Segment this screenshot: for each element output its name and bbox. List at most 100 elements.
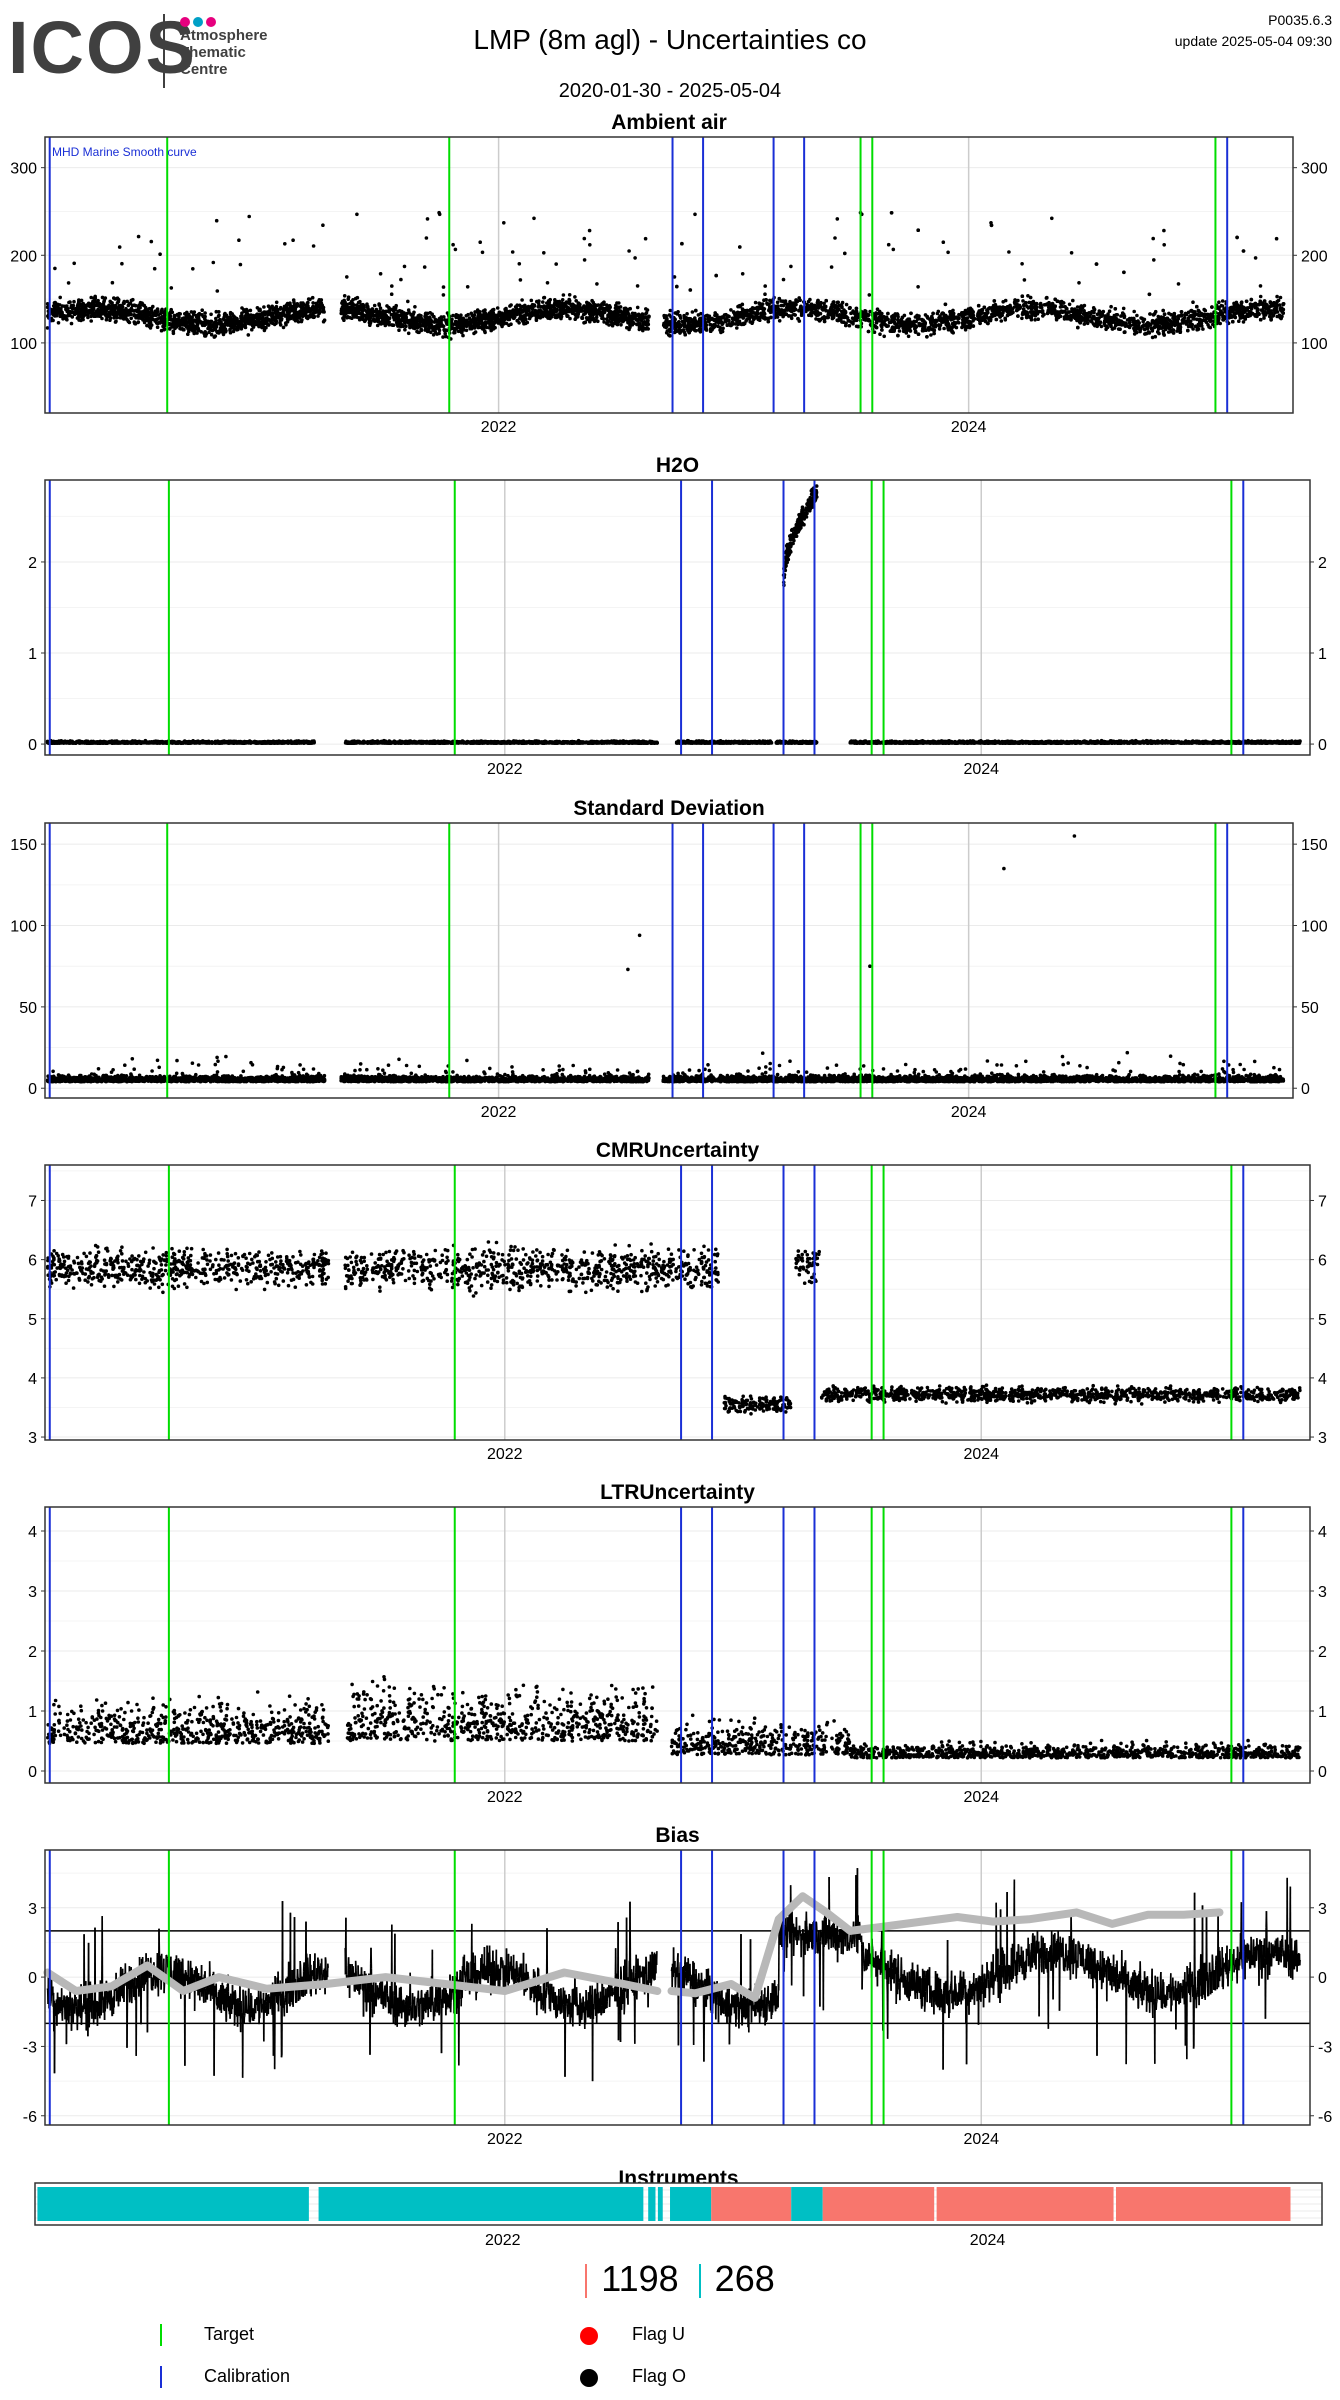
data-point [505,316,510,321]
data-point [76,303,80,308]
data-point [589,312,593,317]
data-point [221,332,226,337]
data-point [304,315,309,320]
data-point [526,308,530,313]
data-point [472,331,476,336]
data-point [197,328,201,333]
data-point [850,316,855,321]
data-point [267,309,271,314]
data-point [1020,316,1024,321]
data-point [91,305,95,310]
data-point [131,297,135,302]
data-point [82,308,87,313]
data-point [519,308,524,313]
data-point [1220,299,1225,303]
data-point [594,318,598,322]
data-point [390,323,394,327]
data-point [235,319,239,323]
data-point [1058,305,1063,309]
data-point [155,325,160,330]
data-point [567,297,571,302]
data-point [618,305,623,309]
data-point [489,325,494,330]
data-point [99,306,104,310]
data-point [1119,314,1123,318]
data-point [554,262,558,266]
data-point [102,309,107,313]
data-point [411,320,415,325]
data-point [528,305,533,310]
data-point [557,299,562,304]
data-point [532,313,536,317]
data-point [372,303,377,308]
data-point [637,325,642,329]
data-point [426,317,430,322]
data-point [835,217,840,221]
data-point [508,312,512,317]
data-point [474,323,479,328]
data-point [278,320,282,325]
data-point [243,314,248,318]
data-point [378,311,382,316]
data-point [503,313,508,318]
data-point [311,301,315,305]
data-point [148,320,153,324]
data-point [66,281,71,285]
data-point [610,322,614,327]
data-point [72,261,76,266]
data-point [1036,317,1040,322]
data-point [690,310,695,314]
data-point [311,311,316,316]
data-point [1162,228,1166,233]
data-point [113,320,118,324]
data-point [422,321,427,325]
data-point [459,329,464,334]
data-point [262,305,266,309]
data-point [941,240,946,244]
data-point [270,321,275,326]
data-point [379,321,383,325]
data-point [346,297,351,302]
data-point [262,328,267,333]
data-point [520,298,524,302]
data-point [209,323,213,327]
data-point [745,317,749,322]
data-point [435,319,439,324]
data-point [74,309,78,313]
data-point [462,319,466,324]
data-point [237,238,241,242]
data-point [370,314,375,318]
data-point [796,316,800,321]
data-point [548,303,552,308]
data-point [217,310,221,314]
data-point [221,329,225,333]
page-title: LMP (8m agl) - Uncertainties co [0,24,1340,56]
data-point [284,322,288,327]
data-point [482,309,487,313]
data-point [60,304,65,308]
data-point [112,316,116,320]
data-point [100,316,104,321]
data-point [929,333,933,337]
data-point [532,303,536,308]
data-point [465,285,470,289]
data-point [132,320,137,324]
data-point [416,314,421,318]
data-point [312,314,317,319]
data-point [1278,295,1283,300]
data-point [1067,302,1072,307]
data-point [139,316,144,321]
data-point [357,316,361,320]
data-point [1167,311,1171,316]
data-point [361,302,365,307]
data-point [567,293,572,297]
data-point [489,328,494,333]
y-tick-label-right: 300 [1301,161,1328,178]
data-point [251,325,256,329]
data-point [121,301,126,305]
data-point [1042,303,1047,307]
data-point [466,312,470,317]
data-point [382,321,387,326]
data-point [740,272,745,276]
data-point [999,319,1004,323]
